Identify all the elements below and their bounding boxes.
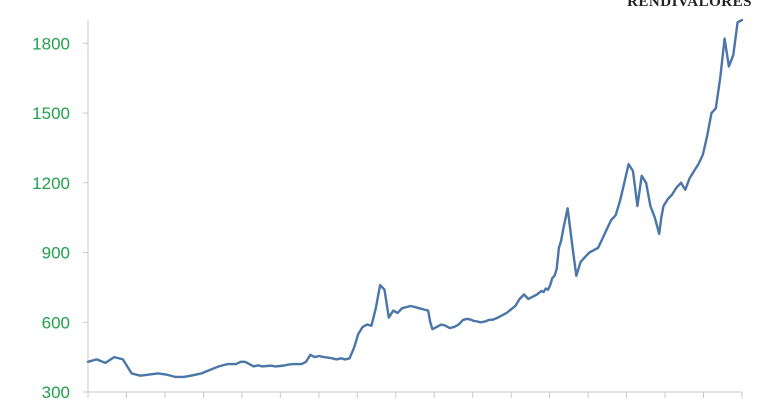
y-tick-label: 600: [42, 313, 70, 332]
y-tick-label: 900: [42, 244, 70, 263]
y-tick-label: 1500: [32, 104, 70, 123]
brand-logo-text: RENDIVALORES: [627, 0, 752, 10]
y-tick-label: 1200: [32, 174, 70, 193]
y-tick-label: 300: [42, 383, 70, 402]
x-axis: [87, 391, 743, 398]
y-axis: 300 600 900 1200 1500 1800: [32, 20, 89, 402]
y-tick-label: 1800: [32, 34, 70, 53]
series-line: [86, 18, 744, 379]
